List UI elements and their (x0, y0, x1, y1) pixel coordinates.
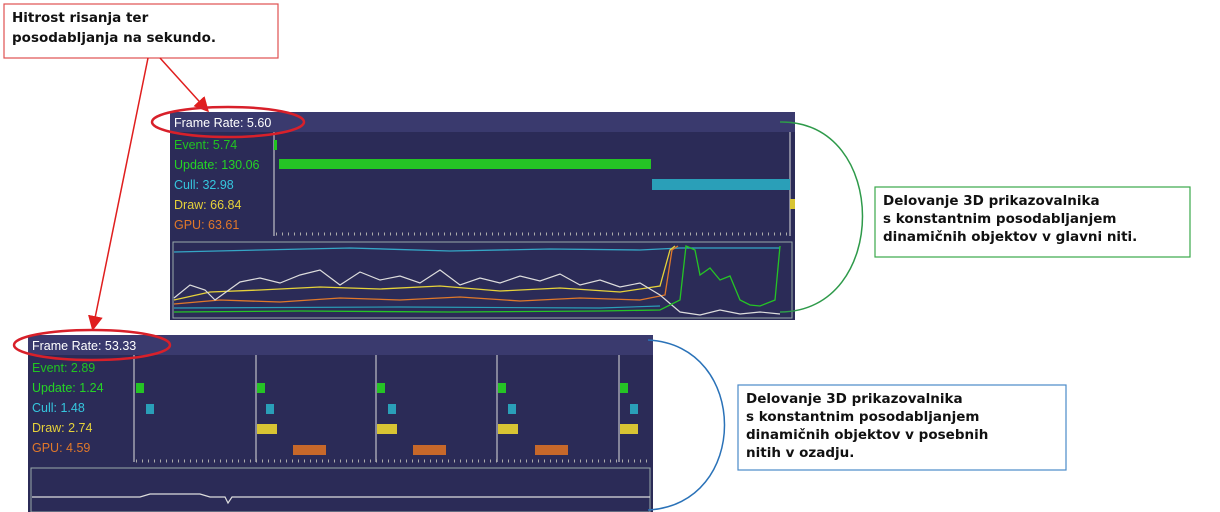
stat-label: Draw: 66.84 (174, 198, 241, 212)
note-text: Delovanje 3D prikazovalnika (883, 193, 1100, 209)
frame-rate: Frame Rate: 53.33 (32, 339, 136, 353)
arrow (160, 58, 207, 110)
frame-rate: Frame Rate: 5.60 (174, 116, 271, 130)
stat-label: Draw: 2.74 (32, 421, 92, 435)
bracket (648, 340, 725, 510)
note-text: s konstantnim posodabljanjem (746, 409, 979, 425)
profiler-panel-top (170, 112, 795, 320)
note-text: s konstantnim posodabljanjem (883, 211, 1116, 227)
note-text: posodabljanja na sekundo. (12, 30, 216, 46)
note-text: dinamičnih objektov v posebnih (746, 427, 988, 443)
note-text: Hitrost risanja ter (12, 10, 149, 26)
stat-label: Event: 2.89 (32, 361, 95, 375)
stat-label: Cull: 1.48 (32, 401, 85, 415)
figure: Hitrost risanja ter posodabljanja na seku… (0, 0, 1220, 512)
stat-label: GPU: 4.59 (32, 441, 90, 455)
stat-label: Event: 5.74 (174, 138, 237, 152)
stat-label: Update: 130.06 (174, 158, 260, 172)
note-text: Delovanje 3D prikazovalnika (746, 391, 963, 407)
arrow (93, 58, 148, 328)
stat-label: Update: 1.24 (32, 381, 104, 395)
note-text: nitih v ozadju. (746, 445, 854, 461)
stat-label: Cull: 32.98 (174, 178, 234, 192)
profiler-panel-bottom (28, 335, 653, 512)
stat-label: GPU: 63.61 (174, 218, 239, 232)
note-text: dinamičnih objektov v glavni niti. (883, 229, 1137, 245)
